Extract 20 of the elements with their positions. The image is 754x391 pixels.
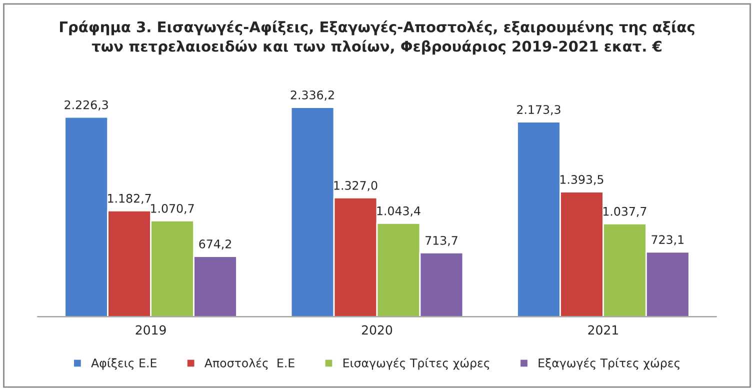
legend-label: Εξαγωγές Τρίτες χώρες (538, 358, 680, 370)
data-label: 1.070,7 (151, 204, 194, 214)
legend-label: Αφίξεις Ε.Ε (91, 358, 156, 370)
data-label: 2.226,3 (64, 100, 108, 110)
x-tick-label: 2019 (136, 325, 166, 335)
x-tick-label: 2021 (588, 325, 618, 335)
data-label: 2.173,3 (517, 105, 560, 116)
data-label: 1.327,0 (334, 180, 378, 192)
data-label: 1.037,7 (603, 206, 646, 218)
legend-label: Αποστολές Ε.Ε (204, 358, 294, 370)
chart-title: Γράφημα 3. Εισαγωγές-Αφίξεις, Εξαγωγές-Αποστολές, εξαιρουμένης της αξίας των πετρελαιοειδών και των πλοίων, Φεβρουάριος 2019-2021 εκατ. € (60, 20, 694, 55)
x-tick-label: 2020 (362, 325, 392, 335)
data-label: 1.182,7 (108, 194, 151, 204)
data-label: 1.393,5 (560, 174, 604, 186)
legend-label: Εισαγωγές Τρίτες χώρες (343, 358, 490, 370)
data-label: 723,1 (652, 235, 684, 246)
data-label: 2.336,2 (290, 90, 334, 101)
data-label: 1.043,4 (377, 206, 420, 217)
data-label: 674,2 (199, 239, 231, 250)
data-label: 713,7 (426, 236, 458, 246)
